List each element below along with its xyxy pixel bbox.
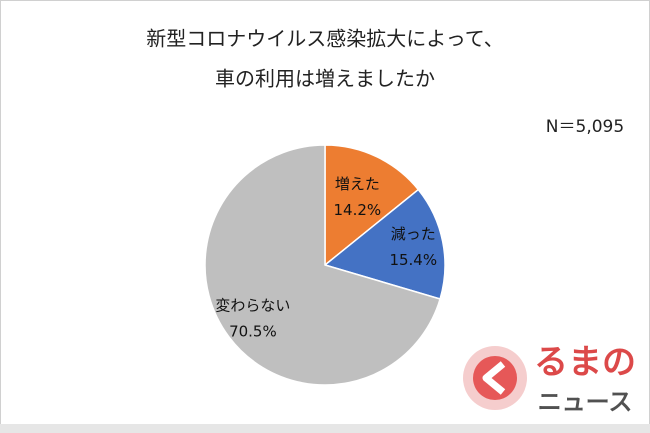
pie-slice [324,144,420,267]
annotation: N＝5,095 [546,117,624,137]
pie-slice [204,144,442,386]
logo: るまの ニュース [463,343,636,416]
slice-label: 減った [391,225,436,243]
value-label: 15.4% [389,251,437,269]
bottom-strip [0,424,650,433]
logo-text: るまの [534,343,636,383]
logo-subtext: ニュース [538,388,633,416]
value-label: 14.2% [334,201,382,219]
logo-inner [473,356,517,400]
logo-arrow [482,361,506,395]
value-label: 70.5% [229,322,277,340]
slice-label: 変わらない [215,296,290,314]
chart-title: 車の利用は増えましたか [215,67,435,91]
chart-title: 新型コロナウイルス感染拡大によって、 [146,27,503,51]
pie-slice [323,188,446,300]
slice-label: 増えた [335,175,380,193]
